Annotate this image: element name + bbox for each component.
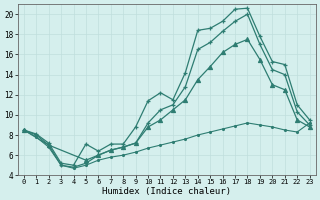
X-axis label: Humidex (Indice chaleur): Humidex (Indice chaleur) — [102, 187, 231, 196]
